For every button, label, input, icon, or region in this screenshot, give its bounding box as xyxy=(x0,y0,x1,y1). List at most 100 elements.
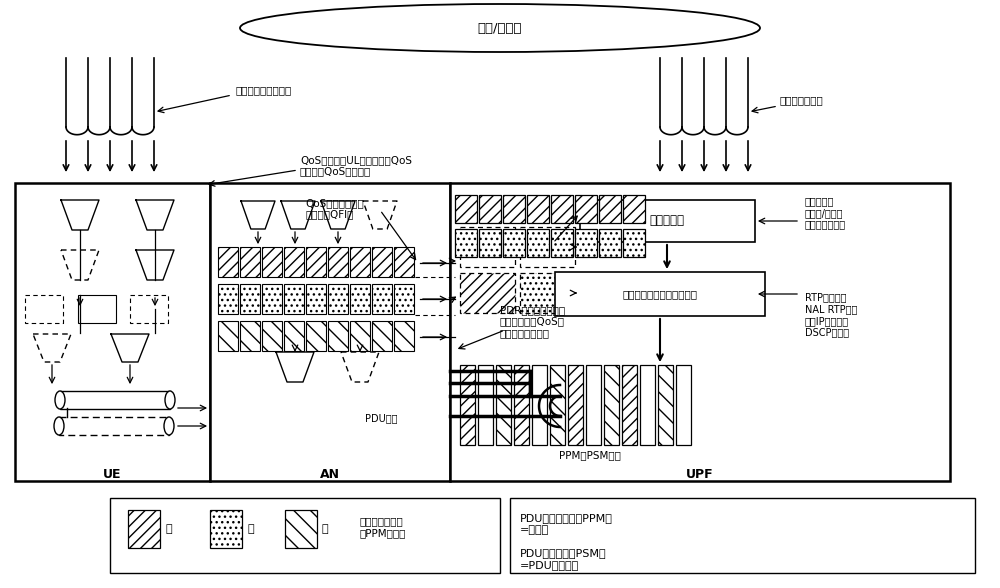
Bar xyxy=(532,365,547,445)
Bar xyxy=(676,365,691,445)
Text: 应用/服务层: 应用/服务层 xyxy=(478,22,522,35)
Text: PDU会话: PDU会话 xyxy=(365,413,398,423)
Bar xyxy=(496,365,511,445)
Bar xyxy=(460,273,515,313)
Bar xyxy=(372,284,392,314)
Bar xyxy=(128,510,160,548)
Bar xyxy=(306,247,326,277)
Bar xyxy=(59,417,169,435)
Bar xyxy=(514,365,529,445)
Bar xyxy=(284,321,304,351)
Bar xyxy=(568,365,583,445)
Bar xyxy=(503,195,525,223)
Text: UE: UE xyxy=(103,469,121,482)
Bar xyxy=(350,321,370,351)
Bar xyxy=(551,229,573,257)
Bar xyxy=(555,272,765,316)
Text: 来自应用的分组: 来自应用的分组 xyxy=(780,95,824,105)
Bar xyxy=(394,247,414,277)
Bar xyxy=(240,247,260,277)
Bar xyxy=(218,247,238,277)
Bar xyxy=(527,229,549,257)
Bar xyxy=(210,183,450,481)
Bar xyxy=(25,295,63,323)
Bar xyxy=(550,365,565,445)
Bar xyxy=(110,498,500,573)
Bar xyxy=(520,273,575,313)
Text: （三元组）
服务器/源地址
发送端口、协议: （三元组） 服务器/源地址 发送端口、协议 xyxy=(805,196,846,229)
Bar xyxy=(15,183,210,481)
Bar xyxy=(350,247,370,277)
Bar xyxy=(604,365,619,445)
Bar xyxy=(218,284,238,314)
Bar xyxy=(130,295,168,323)
Bar xyxy=(586,365,601,445)
Text: 分组优先级标记
（PPM）示例: 分组优先级标记 （PPM）示例 xyxy=(360,516,406,538)
Bar xyxy=(623,195,645,223)
Bar xyxy=(306,284,326,314)
Bar xyxy=(394,284,414,314)
Bar xyxy=(394,321,414,351)
Bar xyxy=(460,227,515,267)
Ellipse shape xyxy=(55,391,65,409)
Bar xyxy=(262,247,282,277)
Bar xyxy=(372,247,392,277)
Text: UPF: UPF xyxy=(686,469,714,482)
Text: 来自应用的数据分组: 来自应用的数据分组 xyxy=(235,85,291,95)
Bar xyxy=(580,200,755,242)
Bar xyxy=(460,365,475,445)
Bar xyxy=(450,183,950,481)
Bar xyxy=(328,284,348,314)
Text: PDU序列标记（PSM）
=PDU集合界限: PDU序列标记（PSM） =PDU集合界限 xyxy=(520,548,607,570)
Bar xyxy=(210,510,242,548)
Text: AN: AN xyxy=(320,469,340,482)
Ellipse shape xyxy=(240,4,760,52)
Bar xyxy=(478,365,493,445)
Bar xyxy=(284,247,304,277)
Text: PDU优先级标记（PPM）
=重要性: PDU优先级标记（PPM） =重要性 xyxy=(520,513,613,534)
Bar xyxy=(284,284,304,314)
Text: QoS流（所有分组
标记同一QFI）: QoS流（所有分组 标记同一QFI） xyxy=(305,198,364,219)
Text: 增强型媒体分组标识过滤器: 增强型媒体分组标识过滤器 xyxy=(622,289,698,299)
Bar xyxy=(455,195,477,223)
Bar xyxy=(599,229,621,257)
Bar xyxy=(479,195,501,223)
Bar xyxy=(640,365,655,445)
Text: PPM、PSM字段: PPM、PSM字段 xyxy=(559,450,621,460)
Bar xyxy=(622,365,637,445)
Bar xyxy=(503,229,525,257)
Text: RTP有效载荷
NAL RTP报头
扩展IP流标签、
DSCP、端口: RTP有效载荷 NAL RTP报头 扩展IP流标签、 DSCP、端口 xyxy=(805,293,857,338)
Bar xyxy=(78,295,116,323)
Text: 高: 高 xyxy=(165,524,172,534)
Bar xyxy=(262,284,282,314)
Text: PDR（对分组进行分
类，以便进行QoS流
标记和其它动作）: PDR（对分组进行分 类，以便进行QoS流 标记和其它动作） xyxy=(500,305,565,338)
Bar xyxy=(455,229,477,257)
Bar xyxy=(372,321,392,351)
Bar xyxy=(575,229,597,257)
Text: 低: 低 xyxy=(322,524,329,534)
Ellipse shape xyxy=(164,417,174,435)
Bar xyxy=(218,321,238,351)
Bar xyxy=(328,321,348,351)
Bar xyxy=(60,391,170,409)
Text: 分组过滤器: 分组过滤器 xyxy=(650,215,684,228)
Bar xyxy=(599,195,621,223)
Ellipse shape xyxy=(54,417,64,435)
Bar xyxy=(285,510,317,548)
Bar xyxy=(658,365,673,445)
Bar xyxy=(575,195,597,223)
Bar xyxy=(527,195,549,223)
Bar xyxy=(551,195,573,223)
Text: QoS规则（将UL分组映射到QoS
流并应用QoS流标记）: QoS规则（将UL分组映射到QoS 流并应用QoS流标记） xyxy=(300,155,412,176)
Bar xyxy=(240,284,260,314)
Bar xyxy=(328,247,348,277)
Bar xyxy=(350,284,370,314)
Bar xyxy=(520,227,575,267)
Bar xyxy=(262,321,282,351)
Ellipse shape xyxy=(165,391,175,409)
Bar xyxy=(510,498,975,573)
Bar xyxy=(479,229,501,257)
Bar xyxy=(306,321,326,351)
Text: 中: 中 xyxy=(247,524,254,534)
Bar xyxy=(623,229,645,257)
